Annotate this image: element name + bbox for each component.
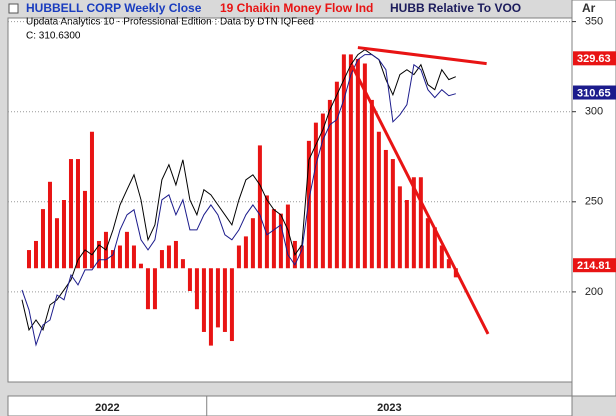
bar (404, 200, 409, 269)
bar (40, 209, 45, 269)
value-tag (573, 258, 616, 273)
bar (299, 245, 304, 269)
bar (390, 159, 395, 269)
bar (355, 58, 360, 269)
value-tag (573, 85, 616, 100)
bar (439, 245, 444, 269)
bar (54, 218, 59, 269)
plot (8, 21, 572, 347)
bar (138, 263, 143, 269)
bar (173, 240, 178, 269)
bar (334, 81, 339, 269)
bar (278, 213, 283, 269)
bar (152, 268, 157, 310)
y-tick-label: 350 (585, 16, 603, 28)
bar (362, 63, 367, 269)
bar (432, 227, 437, 269)
bar (264, 195, 269, 269)
bar (327, 99, 332, 269)
line (21, 54, 456, 347)
legend-entry: HUBB Relative To VOO (390, 1, 521, 15)
checkbox[interactable] (8, 3, 19, 14)
bar (257, 145, 262, 269)
y-tick-label: 300 (585, 106, 603, 118)
bar (250, 218, 255, 269)
value-tag (573, 51, 616, 66)
bar (145, 268, 150, 310)
bar (397, 186, 402, 269)
bar (446, 259, 451, 269)
trendline (350, 63, 490, 335)
bar (320, 113, 325, 269)
bar (411, 177, 416, 269)
bar (124, 231, 129, 269)
value-tag-label: 329.63 (577, 53, 611, 65)
bar (341, 54, 346, 269)
x-axis-panel (7, 395, 573, 416)
bar (47, 181, 52, 269)
bar (33, 240, 38, 269)
bar (369, 99, 374, 269)
bar (194, 268, 199, 310)
trendline (357, 46, 487, 66)
bar (82, 190, 87, 269)
bar (376, 131, 381, 269)
value-tag-label: 310.65 (577, 87, 611, 99)
bar (117, 245, 122, 269)
bar (201, 268, 206, 332)
bar (68, 159, 73, 269)
bar (208, 268, 213, 346)
bar (418, 177, 423, 269)
value-tag-label: 214.81 (577, 260, 611, 272)
legend-entry: HUBBELL CORP Weekly Close (26, 1, 202, 15)
line (21, 49, 456, 332)
bar (96, 240, 101, 269)
y-axis-panel (571, 0, 616, 397)
bar (180, 259, 185, 269)
legend-entry: 19 Chaikin Money Flow Ind (220, 1, 373, 15)
bar (306, 140, 311, 269)
bar (75, 159, 80, 269)
bar (110, 250, 115, 269)
bar (425, 218, 430, 269)
bar (131, 245, 136, 269)
bar (222, 268, 227, 332)
y-tick-label: 200 (585, 286, 603, 298)
bar (383, 149, 388, 269)
x-tick-label: 2022 (95, 402, 119, 414)
bar (187, 268, 192, 291)
bar (159, 250, 164, 269)
bar (215, 268, 220, 328)
y-axis-label: Ar (582, 1, 596, 15)
bar (89, 131, 94, 269)
bar (271, 209, 276, 269)
bar (166, 245, 171, 269)
y-tick-label: 250 (585, 196, 603, 208)
bar (229, 268, 234, 342)
bar (243, 236, 248, 269)
bar (26, 250, 31, 269)
subtitle: Updata Analytics 10 - Professional Editi… (26, 17, 314, 28)
plot-area (7, 17, 573, 383)
bar (285, 204, 290, 269)
bar (61, 200, 66, 269)
bar (236, 245, 241, 269)
x-tick-label: 2023 (377, 402, 401, 414)
bar (313, 122, 318, 269)
annotation: C: 310.6300 (26, 31, 81, 42)
bar (348, 54, 353, 269)
